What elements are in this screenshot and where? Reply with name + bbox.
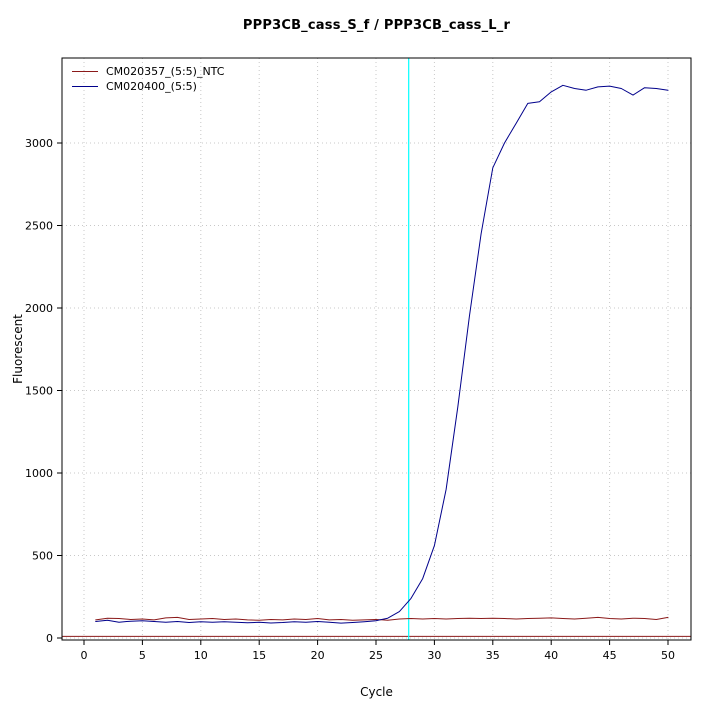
- y-tick-label: 1500: [25, 385, 53, 398]
- x-tick-label: 5: [139, 649, 146, 662]
- x-tick-label: 25: [369, 649, 383, 662]
- y-tick-label: 3000: [25, 137, 53, 150]
- series-line-1: [95, 84, 669, 624]
- chart-title: PPP3CB_cass_S_f / PPP3CB_cass_L_r: [242, 18, 511, 33]
- x-tick-label: 15: [252, 649, 266, 662]
- legend-label-sample: CM020400_(5:5): [106, 80, 197, 93]
- y-tick-label: 1000: [25, 467, 53, 480]
- x-axis-label: Cycle: [360, 685, 393, 699]
- x-tick-label: 40: [544, 649, 558, 662]
- x-tick-label: 10: [194, 649, 208, 662]
- legend-line-ntc: [72, 71, 98, 72]
- legend-line-sample: [72, 86, 98, 87]
- y-tick-label: 2500: [25, 220, 53, 233]
- plot-box: [61, 57, 692, 641]
- x-tick-label: 20: [311, 649, 325, 662]
- y-tick-label: 0: [46, 632, 53, 645]
- legend-label-ntc: CM020357_(5:5)_NTC: [106, 65, 225, 78]
- legend: CM020357_(5:5)_NTC CM020400_(5:5): [72, 64, 224, 94]
- legend-item-sample: CM020400_(5:5): [72, 79, 224, 94]
- x-tick-label: 50: [661, 649, 675, 662]
- y-tick-label: 500: [32, 550, 53, 563]
- y-tick-label: 2000: [25, 302, 53, 315]
- x-tick-label: 45: [603, 649, 617, 662]
- legend-item-ntc: CM020357_(5:5)_NTC: [72, 64, 224, 79]
- x-tick-label: 30: [427, 649, 441, 662]
- x-tick-label: 35: [486, 649, 500, 662]
- x-tick-label: 0: [81, 649, 88, 662]
- y-axis-label: Fluorescent: [11, 314, 25, 384]
